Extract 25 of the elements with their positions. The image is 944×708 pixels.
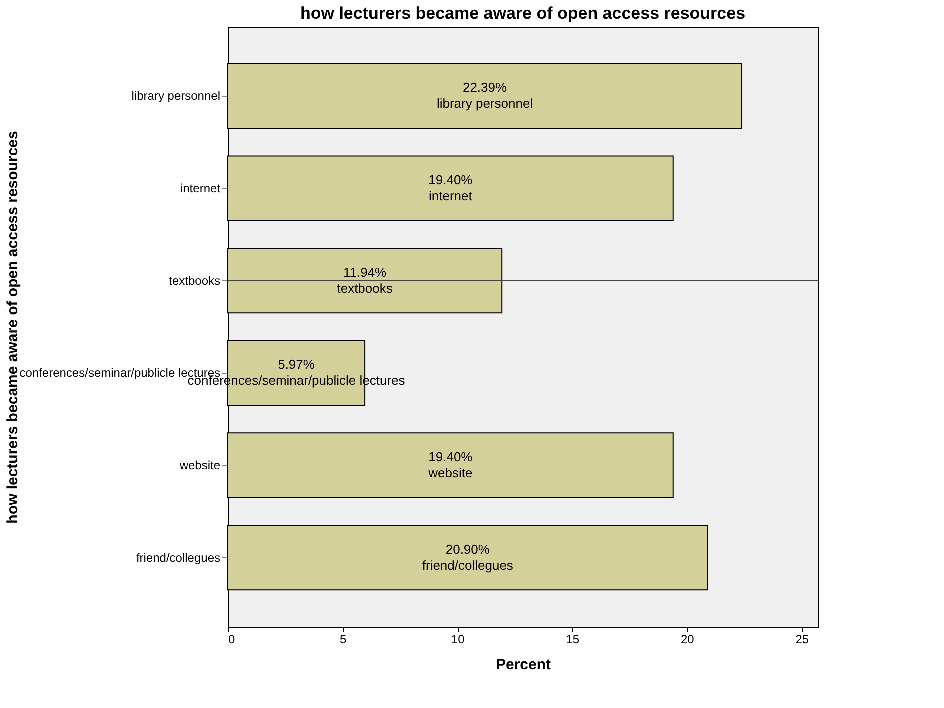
data-label: 5.97% (278, 357, 316, 372)
chart-title: how lecturers became aware of open access resources (300, 4, 746, 23)
data-label: 19.40% (428, 449, 474, 464)
y-tick-label: library personnel (132, 89, 220, 104)
y-tick-label: internet (180, 182, 222, 196)
data-label: 22.39% (462, 80, 508, 96)
x-tick-label: 20 (680, 632, 695, 646)
y-axis-title: how lecturers became aware of open access resources (4, 131, 22, 524)
y-tick-label: website (178, 458, 221, 472)
data-label: 19.40% (428, 172, 474, 188)
y-tick-label: textbooks (169, 274, 220, 288)
data-label: 11.94% (343, 264, 388, 280)
category-label: internet (428, 188, 472, 204)
x-axis-title: Percent (496, 656, 552, 674)
x-tick-label: 5 (340, 632, 347, 646)
category-label: library personnel (436, 96, 534, 112)
x-tick-label: 0 (228, 632, 236, 646)
x-tick-label: 10 (451, 632, 466, 646)
category-label: website (428, 465, 473, 480)
y-tick-label: friend/collegues (136, 550, 220, 565)
x-tick-label: 25 (796, 632, 810, 646)
data-label: 20.90% (446, 542, 490, 557)
category-label: friend/collegues (422, 558, 514, 573)
x-tick-label: 15 (566, 632, 580, 646)
text: textbooks (337, 280, 393, 296)
